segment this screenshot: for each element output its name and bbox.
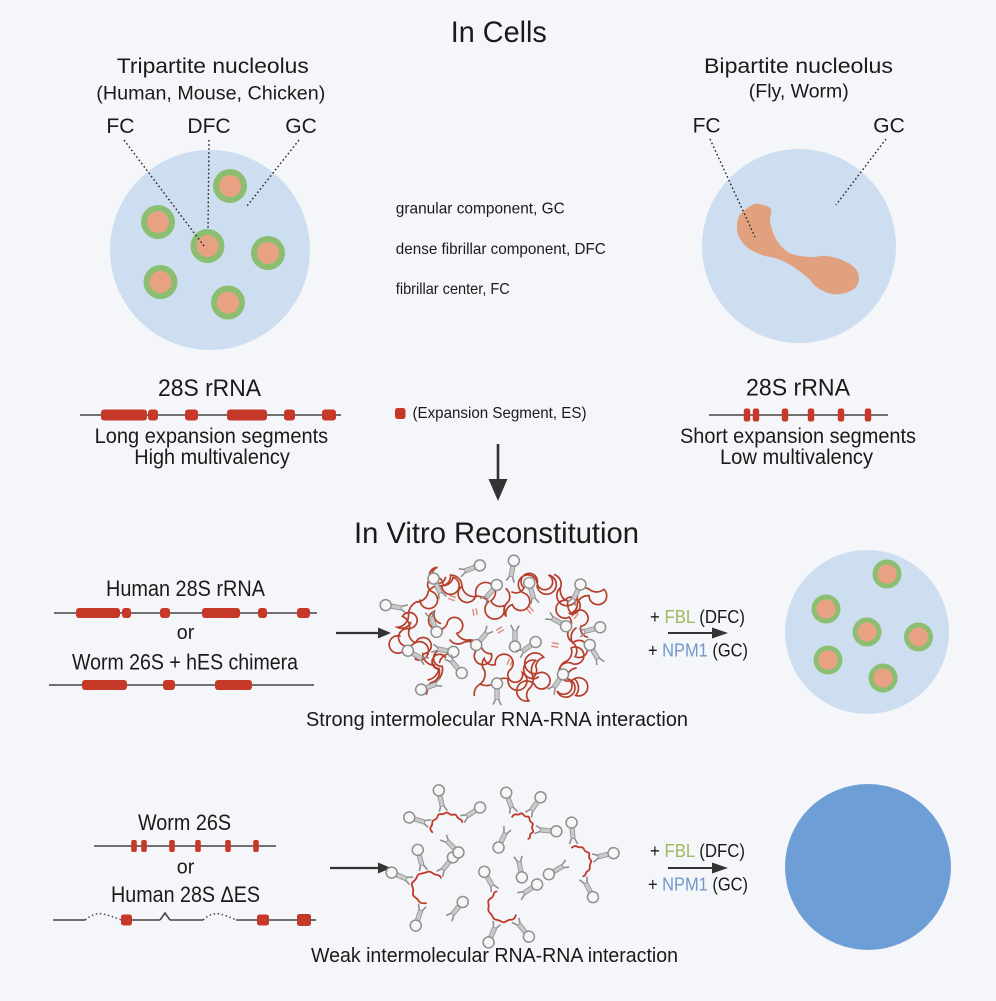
- svg-text:GC: GC: [873, 115, 905, 138]
- svg-text:Worm 26S + hES chimera: Worm 26S + hES chimera: [72, 650, 299, 675]
- svg-text:In Cells: In Cells: [451, 16, 547, 49]
- svg-text:or: or: [177, 857, 195, 879]
- svg-text:+ FBL (DFC): + FBL (DFC): [650, 841, 745, 861]
- svg-text:28S rRNA: 28S rRNA: [158, 375, 261, 402]
- svg-text:Low multivalency: Low multivalency: [720, 446, 873, 469]
- svg-text:(Expansion Segment, ES): (Expansion Segment, ES): [413, 405, 587, 422]
- svg-text:(Human, Mouse, Chicken): (Human, Mouse, Chicken): [96, 83, 325, 105]
- svg-text:Strong intermolecular RNA-RNA: Strong intermolecular RNA-RNA interactio…: [306, 709, 688, 731]
- svg-text:Human 28S rRNA: Human 28S rRNA: [106, 576, 265, 601]
- svg-text:+ FBL (DFC): + FBL (DFC): [650, 607, 745, 627]
- svg-text:FC: FC: [693, 115, 721, 138]
- svg-text:dense fibrillar component, DFC: dense fibrillar component, DFC: [396, 241, 606, 258]
- svg-text:or: or: [177, 622, 195, 644]
- svg-text:FC: FC: [106, 115, 134, 138]
- svg-text:Short expansion segments: Short expansion segments: [680, 425, 916, 448]
- svg-text:High multivalency: High multivalency: [134, 446, 290, 469]
- svg-text:Bipartite nucleolus: Bipartite nucleolus: [704, 55, 893, 78]
- svg-text:In Vitro Reconstitution: In Vitro Reconstitution: [354, 517, 639, 550]
- svg-text:DFC: DFC: [187, 115, 230, 138]
- svg-text:Long expansion segments: Long expansion segments: [95, 425, 329, 448]
- svg-text:+ NPM1 (GC): + NPM1 (GC): [648, 875, 748, 895]
- svg-text:GC: GC: [285, 115, 317, 138]
- svg-text:fibrillar center, FC: fibrillar center, FC: [396, 281, 510, 298]
- svg-text:(Fly, Worm): (Fly, Worm): [749, 81, 849, 103]
- svg-text:Weak intermolecular RNA-RNA in: Weak intermolecular RNA-RNA interaction: [311, 945, 678, 967]
- svg-text:Tripartite nucleolus: Tripartite nucleolus: [117, 55, 309, 78]
- svg-text:Worm 26S: Worm 26S: [138, 810, 231, 835]
- svg-text:+ NPM1 (GC): + NPM1 (GC): [648, 641, 748, 661]
- svg-text:Human 28S ΔES: Human 28S ΔES: [111, 882, 260, 907]
- svg-text:28S rRNA: 28S rRNA: [746, 375, 850, 402]
- svg-text:granular component, GC: granular component, GC: [396, 201, 565, 218]
